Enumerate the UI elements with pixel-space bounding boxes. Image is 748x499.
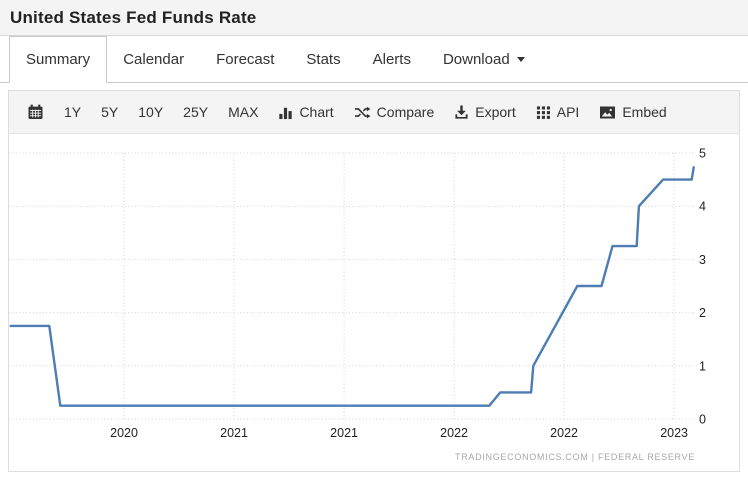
api-button[interactable]: API bbox=[526, 91, 590, 133]
calendar-range-button[interactable] bbox=[17, 91, 54, 133]
compare-button[interactable]: Compare bbox=[344, 91, 445, 133]
calendar-icon bbox=[27, 104, 44, 120]
page-header: United States Fed Funds Rate bbox=[0, 0, 748, 36]
button-label: Chart bbox=[299, 104, 334, 120]
tab-alerts[interactable]: Alerts bbox=[357, 36, 427, 82]
tab-label: Summary bbox=[26, 51, 91, 68]
tab-label: Stats bbox=[306, 50, 341, 68]
y-axis-tick-label: 2 bbox=[699, 306, 706, 320]
chart-type-button[interactable]: Chart bbox=[268, 91, 343, 133]
embed-button[interactable]: Embed bbox=[589, 91, 676, 133]
x-axis-tick-label: 2020 bbox=[110, 426, 138, 440]
x-axis-tick-label: 2023 bbox=[660, 426, 688, 440]
tab-label: Forecast bbox=[216, 50, 275, 68]
shuffle-icon bbox=[354, 105, 371, 120]
chevron-down-icon bbox=[516, 56, 525, 62]
tab-summary[interactable]: Summary bbox=[9, 36, 108, 83]
button-label: 1Y bbox=[64, 104, 82, 120]
bar-chart-icon bbox=[278, 105, 293, 120]
button-label: Embed bbox=[622, 104, 667, 120]
x-axis-tick-label: 2021 bbox=[220, 426, 248, 440]
tab-label: Alerts bbox=[372, 50, 411, 68]
button-label: MAX bbox=[228, 104, 259, 120]
chart-area: TRADINGECONOMICS.COM | FEDERAL RESERVE 0… bbox=[9, 134, 739, 471]
tab-calendar[interactable]: Calendar bbox=[107, 36, 200, 82]
range-10y-button[interactable]: 10Y bbox=[128, 91, 173, 133]
button-label: Export bbox=[475, 104, 516, 120]
button-label: API bbox=[556, 104, 580, 120]
range-max-button[interactable]: MAX bbox=[218, 91, 268, 133]
button-label: 5Y bbox=[101, 104, 119, 120]
chart-attribution: TRADINGECONOMICS.COM | FEDERAL RESERVE bbox=[455, 452, 695, 462]
grid-icon bbox=[536, 105, 551, 120]
x-axis-tick-label: 2022 bbox=[550, 426, 578, 440]
tab-label: Calendar bbox=[123, 50, 185, 68]
tab-stats[interactable]: Stats bbox=[290, 36, 356, 82]
x-axis-tick-label: 2022 bbox=[440, 426, 468, 440]
button-label: Compare bbox=[376, 104, 435, 120]
download-icon bbox=[454, 104, 469, 120]
fed-funds-rate-chart[interactable]: 0 1 2 3 4 5 2020 2021 2021 2022 2022 2023 bbox=[9, 134, 739, 471]
tab-forecast[interactable]: Forecast bbox=[200, 36, 290, 82]
rate-line-series bbox=[9, 166, 696, 407]
chart-toolbar: 1Y 5Y 10Y 25Y MAX Chart Compare Export API Embed bbox=[9, 91, 739, 134]
y-axis-tick-label: 4 bbox=[699, 200, 706, 214]
tab-label: Download bbox=[442, 50, 510, 68]
tab-bar: Summary Calendar Forecast Stats Alerts Downlo… bbox=[0, 36, 748, 83]
y-axis-tick-label: 5 bbox=[699, 147, 706, 161]
image-icon bbox=[599, 105, 616, 120]
range-1y-button[interactable]: 1Y bbox=[54, 91, 91, 133]
page-title: United States Fed Funds Rate bbox=[10, 7, 257, 27]
chart-card: 1Y 5Y 10Y 25Y MAX Chart Compare Export API Embed … bbox=[8, 90, 740, 472]
y-axis-tick-label: 0 bbox=[699, 413, 706, 427]
range-25y-button[interactable]: 25Y bbox=[173, 91, 218, 133]
x-axis-tick-label: 2021 bbox=[330, 426, 358, 440]
button-label: 10Y bbox=[138, 104, 164, 120]
y-axis-tick-label: 1 bbox=[699, 359, 706, 373]
range-5y-button[interactable]: 5Y bbox=[91, 91, 128, 133]
tab-download[interactable]: Download bbox=[427, 36, 541, 82]
export-button[interactable]: Export bbox=[444, 91, 525, 133]
y-axis-tick-label: 3 bbox=[699, 253, 706, 267]
button-label: 25Y bbox=[183, 104, 209, 120]
